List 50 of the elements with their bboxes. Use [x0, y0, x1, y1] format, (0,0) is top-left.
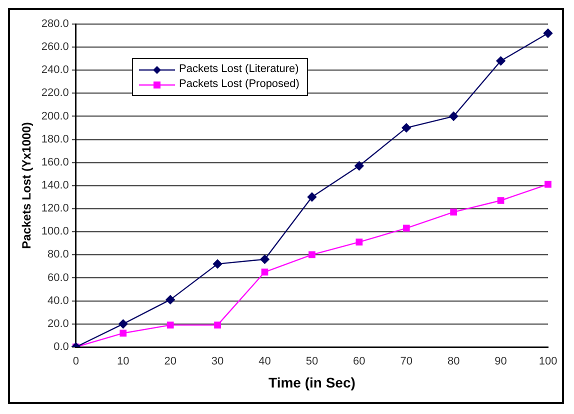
point: [214, 322, 221, 329]
point: [497, 197, 504, 204]
x-axis-title: Time (in Sec): [268, 374, 356, 390]
point: [402, 224, 410, 232]
point: [212, 259, 222, 269]
y-tick-label: 220.0: [41, 87, 69, 100]
point: [450, 208, 458, 216]
legend-label: Packets Lost (Proposed): [179, 77, 300, 92]
point: [402, 123, 411, 132]
point: [308, 251, 316, 258]
point: [543, 28, 553, 38]
point: [356, 238, 363, 246]
legend-label: Packets Lost (Literature): [179, 62, 299, 77]
y-tick-label: 60.0: [48, 272, 69, 284]
y-tick-label: 240.0: [41, 64, 69, 76]
y-tick-label: 180.0: [41, 133, 69, 146]
x-tick-label: 80: [447, 356, 460, 368]
x-tick-label: 30: [211, 356, 224, 368]
point: [448, 112, 458, 121]
point: [261, 268, 268, 276]
y-tick-label: 200.0: [41, 110, 69, 122]
y-tick-label: 120.0: [41, 202, 69, 215]
point: [307, 192, 317, 202]
x-tick-label: 100: [538, 356, 558, 368]
y-tick-label: 100.0: [41, 226, 69, 238]
x-tick-label: 20: [164, 356, 176, 368]
x-tick-label: 40: [258, 356, 271, 368]
y-tick-label: 0.0: [54, 341, 69, 354]
x-tick-label: 90: [494, 356, 507, 368]
point: [166, 322, 174, 329]
point: [260, 254, 270, 264]
x-tick-label: 10: [117, 356, 130, 368]
point: [118, 319, 128, 329]
y-tick-label: 20.0: [48, 318, 69, 330]
y-tick-label: 140.0: [41, 180, 69, 192]
y-axis-title: Packets Lost (Yx1000): [20, 122, 34, 249]
point: [120, 330, 127, 337]
x-tick-label: 70: [400, 356, 413, 368]
y-tick-label: 260.0: [41, 41, 69, 54]
x-tick-label: 0: [72, 356, 79, 368]
point: [354, 161, 364, 170]
point: [544, 180, 552, 188]
point: [496, 56, 506, 66]
y-tick-label: 280.0: [41, 18, 69, 30]
x-tick-label: 60: [353, 356, 366, 368]
y-tick-label: 40.0: [48, 294, 69, 307]
x-tick-label: 50: [306, 356, 318, 368]
point: [166, 295, 175, 304]
y-tick-label: 80.0: [48, 248, 69, 261]
y-tick-label: 160.0: [41, 156, 69, 168]
